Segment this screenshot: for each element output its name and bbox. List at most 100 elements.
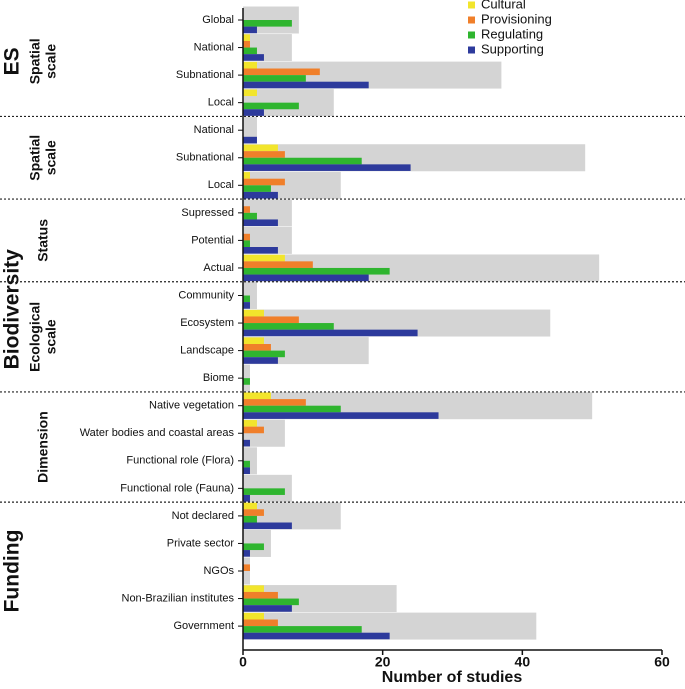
bar [243,350,285,358]
y-tick-label: Supressed [181,207,234,219]
bar [243,274,369,282]
bar [243,392,271,400]
y-tick-label: Not declared [172,510,234,522]
bar [243,102,299,110]
bar [243,178,285,186]
bar [243,172,250,179]
section-label: scale [43,140,59,175]
section-label: scale [43,319,59,354]
bar [243,412,439,419]
x-tick-label: 0 [239,654,247,670]
bar [243,378,250,385]
y-tick-label: Potential [191,234,234,246]
x-tick-label: 40 [515,654,531,670]
bar [243,40,250,48]
bar [243,564,250,571]
bar [243,47,257,55]
bar [243,612,264,620]
bar [243,254,285,262]
bar [243,89,257,97]
bar [243,585,264,592]
bar [243,460,250,468]
bar [243,598,299,606]
section-label: scale [43,44,59,79]
y-tick-label: Functional role (Fauna) [120,482,234,494]
y-tick-label: Private sector [167,537,235,549]
bar [243,329,418,337]
bar [243,515,257,523]
bar [243,502,257,510]
y-tick-label: National [194,41,234,53]
bar [243,206,250,213]
y-tick-label: Biome [203,372,234,384]
bar [243,337,264,344]
y-tick-label: Community [178,289,234,301]
bar [243,619,278,627]
bar [243,61,257,69]
bar [243,157,362,165]
bar [243,488,285,495]
bar [243,509,264,516]
bar [243,164,411,171]
section-label: Status [35,219,51,262]
bar [243,522,292,530]
x-tick-label: 60 [654,654,670,670]
bar [243,309,264,317]
y-tick-label: Subnational [176,69,234,81]
bar [243,26,257,34]
bar [243,219,278,227]
bar [243,34,250,41]
y-tick-label: Water bodies and coastal areas [80,427,235,439]
legend-swatch [468,31,475,39]
bar [243,136,257,144]
bar [243,605,292,612]
y-tick-label: Local [208,97,234,109]
bar [243,626,362,633]
x-tick-label: 20 [375,654,391,670]
y-tick-label: Native vegetation [149,400,234,412]
bar [243,144,278,152]
group-label: Biodiversity [1,249,24,370]
section-label: Spatial [27,135,43,181]
group-label: Funding [1,530,24,613]
bar [243,81,369,89]
bar [243,68,320,76]
bar [243,494,250,502]
bar [243,302,250,309]
bar [243,405,341,413]
bar [243,54,264,61]
bar [243,357,278,364]
bar [243,233,250,241]
bar [243,240,250,247]
bar [243,323,334,330]
bar [243,295,250,303]
bar [243,75,306,82]
section-label: Ecological [27,302,43,372]
y-tick-label: Government [173,620,234,632]
bar [243,632,390,640]
bar [243,439,250,447]
y-tick-label: Non-Brazilian institutes [122,592,235,604]
bar [243,467,250,474]
y-tick-label: Subnational [176,152,234,164]
bar [243,426,264,434]
y-tick-label: Ecosystem [180,317,234,329]
bar [243,591,278,599]
bar [243,316,299,324]
y-tick-label: Global [202,14,234,26]
bar [243,550,250,557]
group-label: ES [1,47,24,75]
y-tick-label: National [194,124,234,136]
section-label: Spatial [27,38,43,84]
legend-swatch [468,16,475,24]
bar [243,344,271,351]
legend-label: Provisioning [481,11,552,26]
bar [243,261,313,268]
y-tick-label: Local [208,179,234,191]
legend-swatch [468,46,475,54]
bar [243,109,264,116]
bar [243,399,306,406]
bar [243,267,390,275]
bar [243,191,278,199]
